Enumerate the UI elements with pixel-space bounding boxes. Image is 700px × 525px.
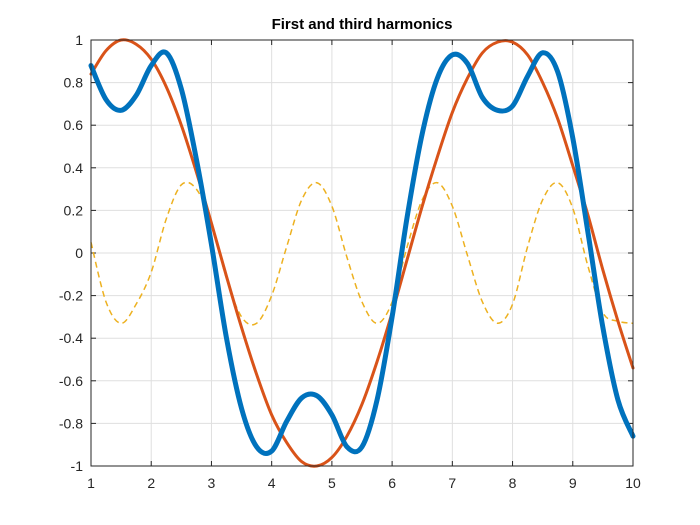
- y-tick-label: -1: [71, 458, 84, 474]
- plot-area: [88, 38, 636, 468]
- y-tick-label: -0.4: [59, 330, 83, 346]
- x-tick-label: 2: [147, 475, 155, 491]
- y-tick-label: -0.2: [59, 288, 83, 304]
- x-tick-label: 3: [208, 475, 216, 491]
- axis-ticks: 1 2 3 4 5 6 7 8 9 10 -1 -0.8 -0.6 -0.4 -0.2 0 0.2 0.4 0.6 0…: [59, 32, 641, 491]
- y-tick-label: 0: [75, 245, 83, 261]
- x-tick-label: 5: [328, 475, 336, 491]
- x-tick-label: 6: [388, 475, 396, 491]
- y-tick-label: 0.2: [64, 202, 84, 218]
- y-tick-label: 0.6: [64, 117, 84, 133]
- x-tick-label: 4: [268, 475, 276, 491]
- axes-box: [90, 39, 634, 467]
- y-tick-label: 0.4: [64, 160, 84, 176]
- x-tick-label: 10: [625, 475, 641, 491]
- series-line-1: [88, 49, 636, 456]
- chart-title: First and third harmonics: [272, 16, 453, 33]
- x-tick-label: 8: [509, 475, 517, 491]
- y-tick-label: 0.8: [64, 75, 84, 91]
- series-line-2: [89, 38, 635, 468]
- x-tick-label: 9: [569, 475, 577, 491]
- y-tick-label: 1: [75, 32, 83, 48]
- y-tick-label: -0.6: [59, 373, 83, 389]
- x-tick-label: 1: [87, 475, 95, 491]
- series-line-3: [90, 181, 634, 326]
- x-tick-label: 7: [448, 475, 456, 491]
- y-tick-label: -0.8: [59, 415, 83, 431]
